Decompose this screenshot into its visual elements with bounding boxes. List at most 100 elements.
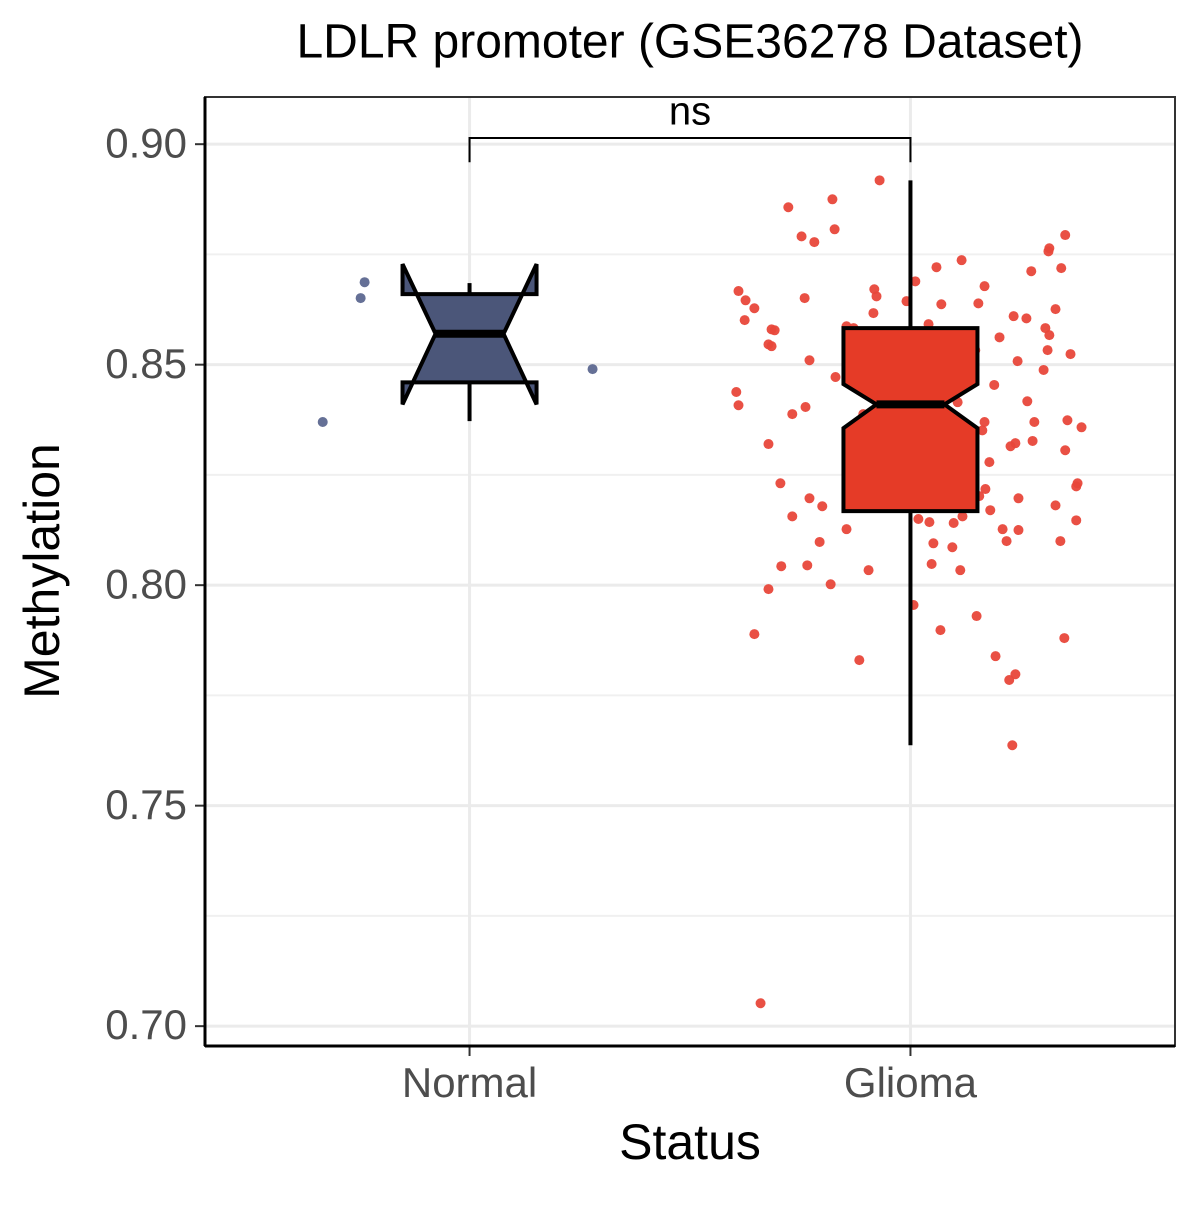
data-point	[956, 255, 967, 266]
data-point	[1043, 246, 1054, 257]
data-point	[1021, 313, 1032, 324]
data-point	[769, 325, 780, 336]
data-point	[814, 536, 825, 547]
data-point	[926, 559, 937, 570]
data-point	[799, 293, 810, 304]
data-point	[317, 417, 328, 428]
data-point	[1004, 674, 1015, 685]
data-point	[1022, 396, 1033, 407]
data-point	[749, 303, 760, 314]
x-tick-label: Glioma	[844, 1059, 978, 1106]
data-point	[775, 478, 786, 489]
data-point	[359, 277, 370, 288]
y-tick-label: 0.90	[105, 119, 187, 166]
data-point	[587, 364, 598, 375]
data-point	[1027, 435, 1038, 446]
data-point	[740, 295, 751, 306]
data-point	[827, 194, 838, 205]
data-point	[1029, 417, 1040, 428]
data-point	[1007, 740, 1018, 751]
data-point	[935, 625, 946, 636]
data-point	[1062, 415, 1073, 426]
data-point	[854, 655, 865, 666]
data-point	[1042, 345, 1053, 356]
data-point	[971, 611, 982, 622]
data-point	[766, 341, 777, 352]
data-point	[733, 286, 744, 297]
data-point	[825, 579, 836, 590]
data-point	[1026, 266, 1037, 277]
data-point	[1065, 349, 1076, 360]
data-point	[800, 402, 811, 413]
data-point	[868, 308, 879, 319]
data-point	[980, 484, 991, 495]
data-point	[355, 293, 366, 304]
data-point	[829, 224, 840, 235]
data-point	[994, 332, 1005, 343]
data-point	[783, 202, 794, 213]
data-point	[1076, 422, 1087, 433]
panel-border	[204, 96, 1176, 1047]
data-point	[955, 565, 966, 576]
data-point	[1055, 536, 1066, 547]
data-point	[984, 457, 995, 468]
y-tick-label: 0.75	[105, 781, 187, 828]
data-point	[874, 175, 885, 186]
data-point	[731, 387, 742, 398]
data-point	[755, 998, 766, 1009]
data-point	[841, 524, 852, 535]
data-point	[1001, 536, 1012, 547]
data-point	[763, 439, 774, 450]
data-point	[817, 501, 828, 512]
data-point	[863, 565, 874, 576]
data-point	[787, 511, 798, 522]
data-point	[990, 651, 1001, 662]
data-point	[1050, 500, 1061, 511]
data-point	[997, 524, 1008, 535]
data-point	[733, 400, 744, 411]
data-point	[1060, 230, 1071, 241]
data-point	[1071, 515, 1082, 526]
data-point	[871, 291, 882, 302]
data-point	[804, 493, 815, 504]
data-point	[804, 355, 815, 366]
x-tick-label: Normal	[402, 1059, 537, 1106]
data-point	[1005, 441, 1016, 452]
data-point	[1059, 633, 1070, 644]
data-point	[1012, 356, 1023, 367]
data-point	[787, 409, 798, 420]
x-axis-title: Status	[619, 1114, 761, 1170]
data-point	[763, 584, 774, 595]
data-point	[924, 517, 935, 528]
data-point	[1013, 525, 1024, 536]
data-point	[931, 262, 942, 273]
data-point	[1071, 481, 1082, 492]
y-tick-label: 0.85	[105, 340, 187, 387]
data-point	[977, 425, 988, 436]
data-point	[913, 514, 924, 525]
data-point	[928, 538, 939, 549]
data-point	[796, 231, 807, 242]
data-point	[979, 417, 990, 428]
data-point	[989, 379, 1000, 390]
data-point	[739, 315, 750, 326]
y-tick-label: 0.80	[105, 560, 187, 607]
data-point	[1013, 493, 1024, 504]
data-point	[947, 542, 958, 553]
data-point	[749, 629, 760, 640]
data-point	[776, 561, 787, 572]
data-point	[936, 299, 947, 310]
data-point	[809, 237, 820, 248]
data-point	[1056, 263, 1067, 274]
data-point	[1050, 304, 1061, 315]
data-point	[973, 298, 984, 309]
comparison-bracket	[468, 137, 912, 163]
data-point	[830, 372, 841, 383]
y-tick-label: 0.70	[105, 1001, 187, 1048]
data-point	[948, 517, 959, 528]
data-point	[985, 505, 996, 516]
y-axis-title: Methylation	[14, 443, 70, 699]
data-point	[802, 560, 813, 571]
